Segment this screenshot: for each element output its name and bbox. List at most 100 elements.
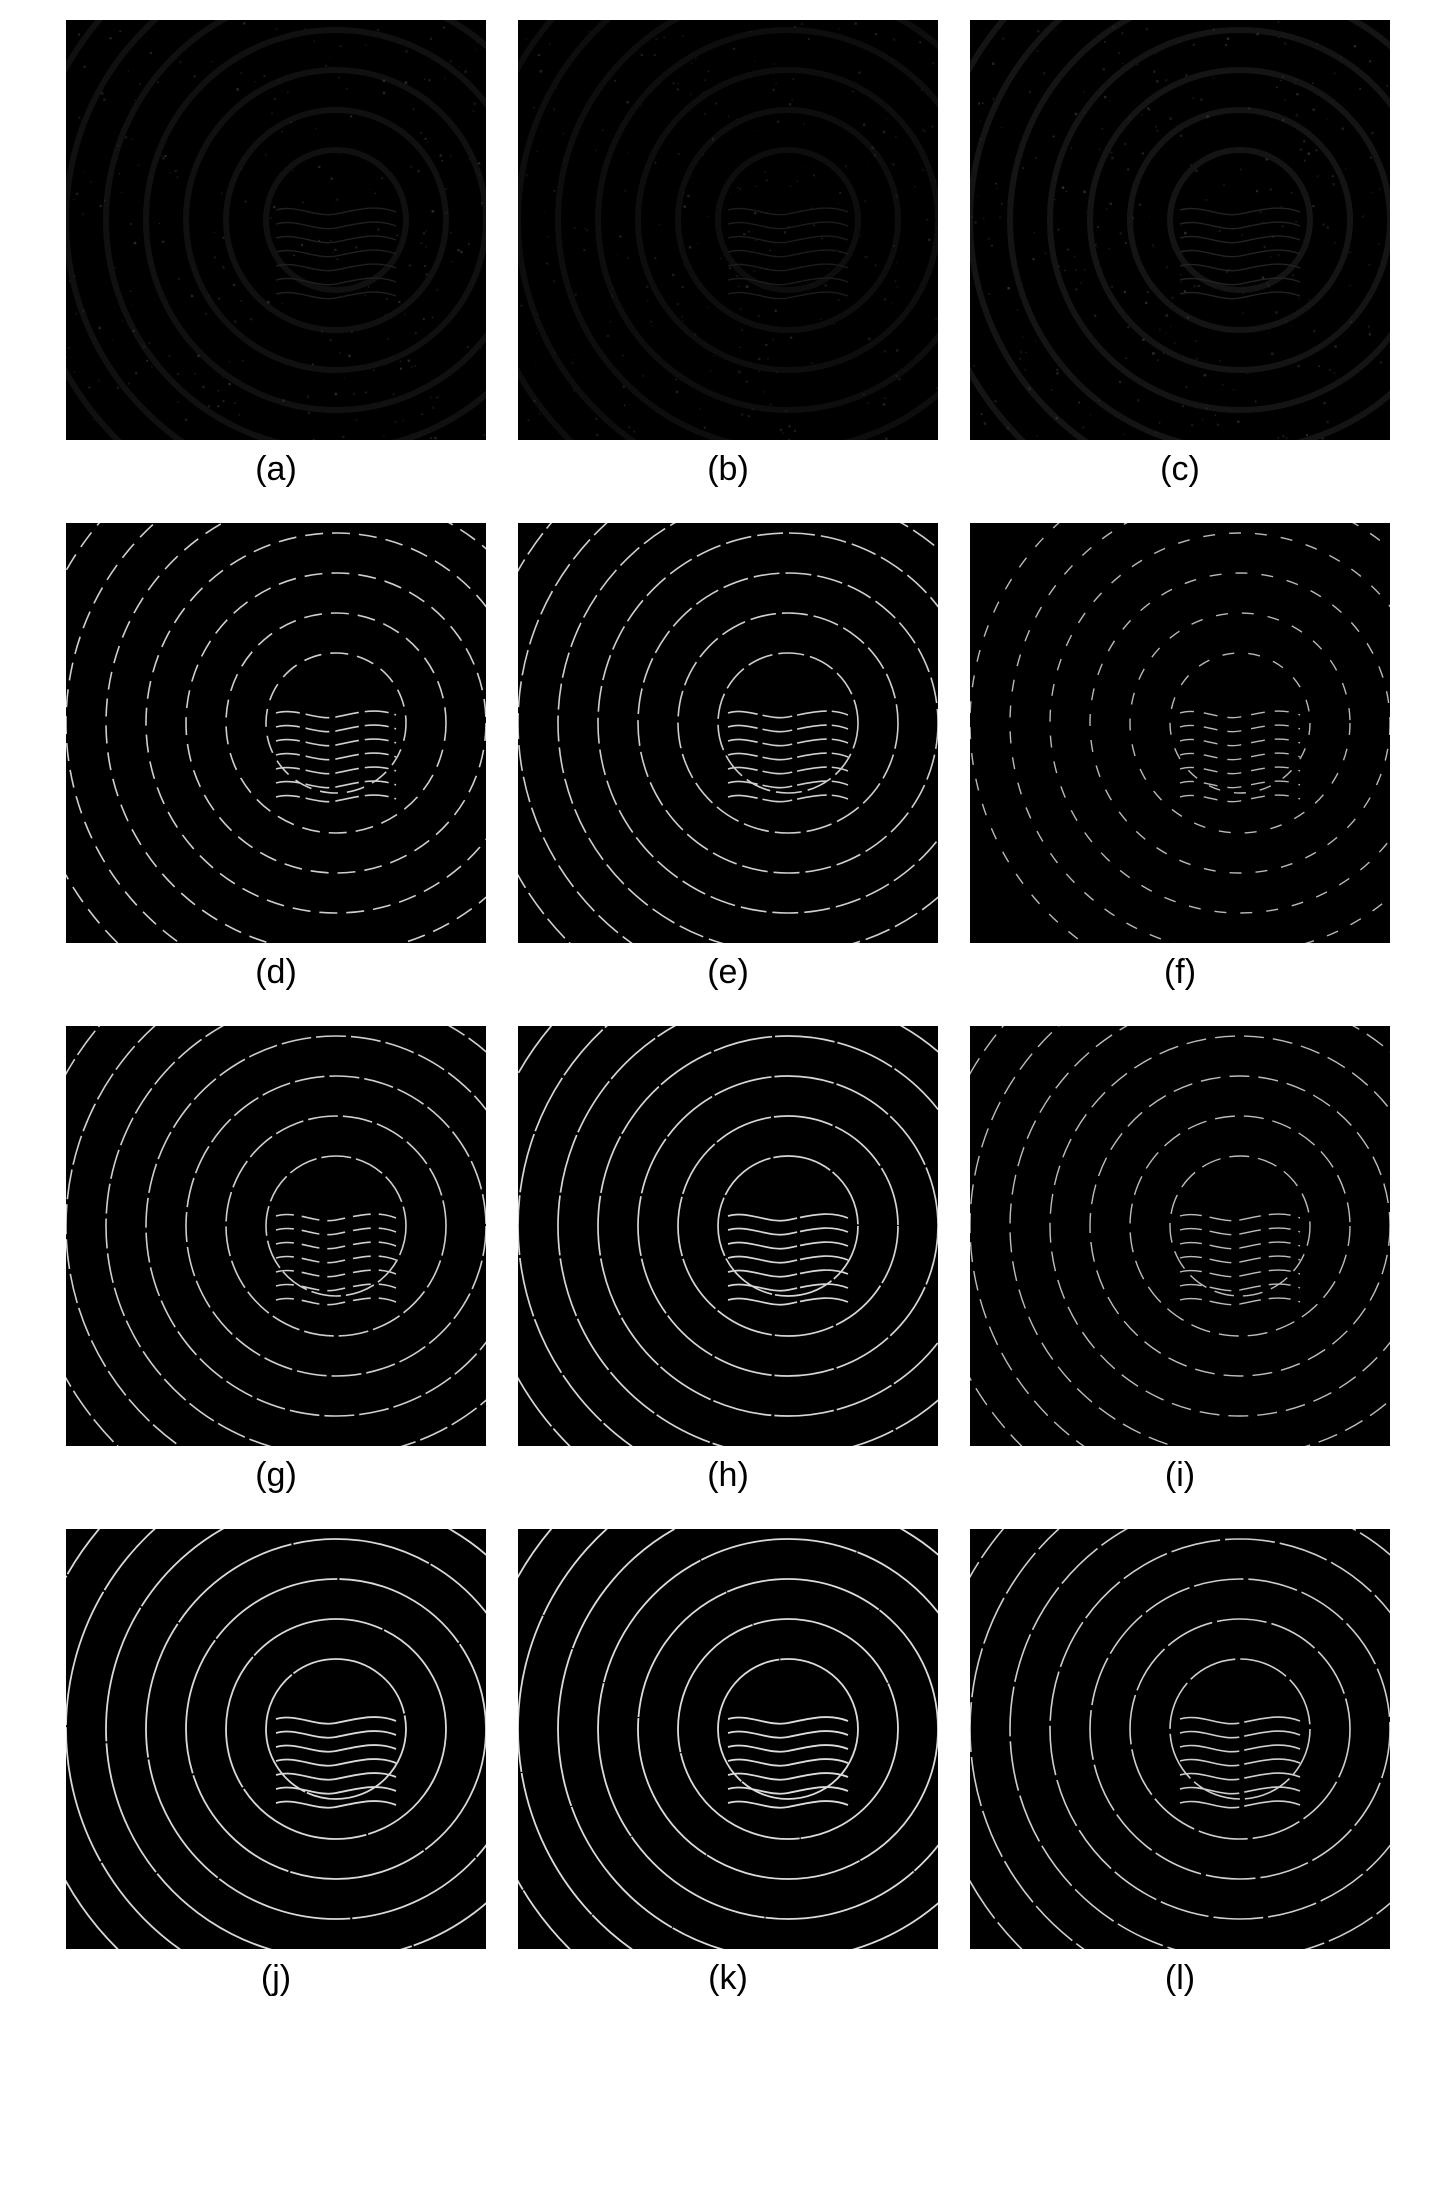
panel-caption-h: (h) — [707, 1456, 749, 1495]
panel-b — [518, 20, 938, 440]
inner-curve — [1180, 1717, 1300, 1724]
inner-curve — [276, 222, 396, 229]
inner-curve — [728, 236, 848, 243]
inner-curve — [1180, 781, 1300, 788]
inner-curve — [1180, 739, 1300, 746]
inner-curve — [728, 208, 848, 215]
panel-svg-b — [518, 20, 938, 440]
panel-cell-g: (g) — [60, 1026, 492, 1519]
panel-cell-k: (k) — [512, 1529, 944, 2022]
ring — [718, 1156, 858, 1296]
inner-curve — [276, 767, 396, 774]
inner-curve — [1180, 264, 1300, 271]
ring — [66, 523, 486, 943]
panel-g — [66, 1026, 486, 1446]
panel-svg-i — [970, 1026, 1390, 1446]
ring — [638, 70, 938, 370]
panel-svg-e — [518, 523, 938, 943]
panel-k — [518, 1529, 938, 1949]
ring — [1090, 1076, 1390, 1376]
inner-curve — [276, 1284, 396, 1291]
inner-curve — [276, 264, 396, 271]
ring — [226, 110, 446, 330]
ring — [186, 573, 486, 873]
ring — [1170, 1659, 1310, 1799]
inner-curve — [728, 1256, 848, 1263]
inner-curve — [728, 1717, 848, 1724]
inner-curve — [1180, 236, 1300, 243]
inner-curve — [276, 1717, 396, 1724]
inner-curve — [276, 753, 396, 760]
ring — [226, 1116, 446, 1336]
inner-curve — [728, 1298, 848, 1305]
inner-curve — [1180, 1801, 1300, 1808]
inner-curve — [276, 1745, 396, 1752]
inner-curve — [276, 795, 396, 802]
inner-curve — [1180, 1298, 1300, 1305]
inner-curve — [1180, 1214, 1300, 1221]
panel-caption-d: (d) — [255, 953, 297, 992]
inner-curve — [276, 725, 396, 732]
ring — [66, 523, 486, 943]
panel-cell-a: (a) — [60, 20, 492, 513]
inner-curve — [728, 1242, 848, 1249]
ring — [106, 20, 486, 440]
ring — [1010, 1529, 1390, 1949]
ring — [1050, 1036, 1390, 1416]
panel-cell-d: (d) — [60, 523, 492, 1016]
panel-caption-e: (e) — [707, 953, 749, 992]
ring — [1090, 70, 1390, 370]
ring — [146, 30, 486, 410]
panel-cell-c: (c) — [964, 20, 1396, 513]
ring — [146, 533, 486, 913]
inner-curve — [276, 1773, 396, 1780]
ring — [1130, 110, 1350, 330]
inner-curve — [728, 781, 848, 788]
ring — [266, 150, 406, 290]
inner-curve — [728, 264, 848, 271]
panel-svg-l — [970, 1529, 1390, 1949]
inner-curve — [276, 1242, 396, 1249]
panel-cell-h: (h) — [512, 1026, 944, 1519]
inner-curve — [1180, 250, 1300, 257]
ring — [1170, 150, 1310, 290]
panel-c — [970, 20, 1390, 440]
ring — [226, 1619, 446, 1839]
panel-cell-e: (e) — [512, 523, 944, 1016]
ring — [598, 1036, 938, 1416]
inner-curve — [728, 1759, 848, 1766]
panel-svg-h — [518, 1026, 938, 1446]
inner-curve — [1180, 1745, 1300, 1752]
inner-curve — [276, 1787, 396, 1794]
ring — [226, 613, 446, 833]
inner-curve — [728, 1731, 848, 1738]
ring — [718, 653, 858, 793]
panel-caption-k: (k) — [708, 1959, 748, 1998]
inner-curve — [728, 1801, 848, 1808]
ring — [186, 1076, 486, 1376]
inner-curve — [276, 1270, 396, 1277]
ring — [558, 1529, 938, 1949]
panel-a — [66, 20, 486, 440]
panel-caption-j: (j) — [261, 1959, 291, 1998]
inner-curve — [728, 725, 848, 732]
inner-curve — [276, 1214, 396, 1221]
inner-curve — [276, 1298, 396, 1305]
inner-curve — [728, 222, 848, 229]
ring — [1050, 30, 1390, 410]
panel-svg-j — [66, 1529, 486, 1949]
ring — [1090, 573, 1390, 873]
inner-curve — [728, 1284, 848, 1291]
inner-curve — [1180, 1242, 1300, 1249]
ring — [1170, 1156, 1310, 1296]
panel-svg-c — [970, 20, 1390, 440]
inner-curve — [276, 236, 396, 243]
panel-cell-j: (j) — [60, 1529, 492, 2022]
inner-curve — [1180, 1228, 1300, 1235]
panel-caption-c: (c) — [1160, 450, 1200, 489]
ring — [598, 1539, 938, 1919]
panel-caption-i: (i) — [1165, 1456, 1195, 1495]
inner-curve — [1180, 795, 1300, 802]
inner-curve — [276, 1228, 396, 1235]
inner-curve — [1180, 292, 1300, 299]
